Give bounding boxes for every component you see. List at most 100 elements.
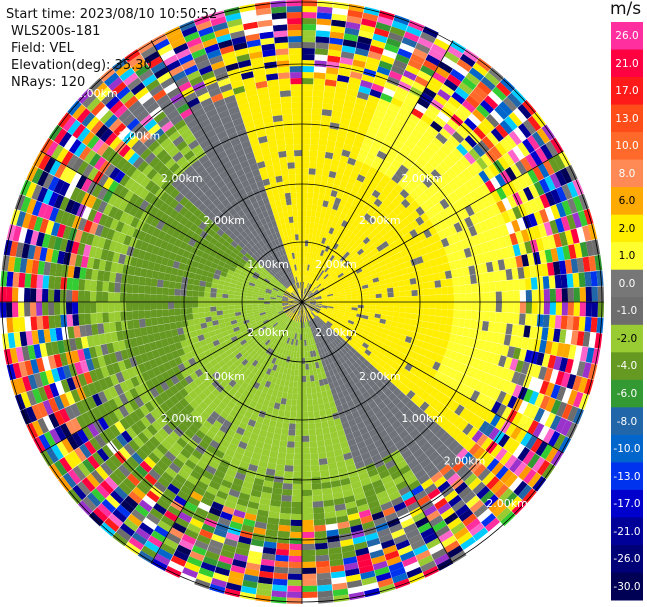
radar-gate [279, 312, 286, 317]
radar-gate [302, 30, 316, 37]
radar-gate [521, 254, 530, 267]
radar-gate [86, 195, 97, 209]
radar-gate [324, 313, 331, 318]
radar-gate [360, 332, 368, 339]
radar-gate [365, 275, 373, 281]
radar-gate [30, 302, 37, 317]
radar-gate [201, 270, 209, 277]
radar-gate [51, 368, 61, 383]
radar-gate [334, 300, 340, 302]
radar-gate [388, 561, 404, 572]
radar-gate [540, 144, 553, 160]
radar-gate [332, 276, 339, 282]
radar-gate [215, 384, 225, 393]
radar-gate [439, 431, 451, 444]
radar-gate [460, 258, 469, 268]
radar-gate [357, 271, 365, 277]
radar-gate [164, 388, 175, 399]
radar-gate [427, 343, 436, 352]
radar-gate [579, 346, 589, 362]
radar-gate [543, 367, 554, 382]
radar-gate [108, 352, 118, 364]
radar-gate [188, 390, 198, 400]
radar-gate [55, 263, 63, 277]
radar-gate [302, 185, 308, 193]
radar-gate [392, 225, 401, 234]
radar-gate [216, 560, 232, 571]
radar-gate [410, 129, 423, 140]
radar-gate [174, 238, 183, 248]
radar-gate [330, 221, 337, 229]
radar-gate [510, 163, 522, 178]
radar-gate [42, 189, 54, 205]
radar-gate [160, 413, 172, 424]
radar-gate [467, 113, 482, 127]
radar-gate [494, 105, 509, 120]
radar-gate [325, 371, 331, 378]
radar-gate [54, 460, 68, 476]
radar-gate [318, 361, 323, 368]
radar-gate [76, 481, 91, 496]
radar-gate [293, 314, 297, 321]
radar-gate [395, 480, 408, 491]
radar-gate [401, 217, 411, 227]
radar-gate [296, 303, 301, 308]
radar-gate [361, 314, 369, 320]
radar-gate [391, 528, 406, 539]
radar-gate [333, 448, 343, 457]
radar-gate [323, 402, 331, 410]
radar-gate [211, 379, 220, 389]
radar-gate [295, 315, 299, 322]
radar-gate [332, 203, 340, 211]
radar-gate [327, 328, 334, 335]
radar-gate [307, 198, 313, 205]
radar-gate [302, 137, 311, 145]
radar-gate [402, 434, 413, 445]
radar-gate [469, 90, 484, 104]
radar-gate [90, 469, 105, 484]
radar-gate [553, 356, 563, 371]
radar-gate [437, 502, 452, 515]
radar-gate [233, 432, 243, 441]
radar-gate [314, 524, 326, 532]
radar-gate [283, 306, 289, 310]
radar-gate [329, 234, 336, 242]
radar-gate [485, 385, 496, 398]
radar-gate [513, 480, 528, 496]
radar-gate [429, 378, 439, 388]
radar-gate [302, 303, 306, 310]
radar-gate [325, 276, 332, 282]
radar-gate [324, 358, 330, 366]
radar-gate [491, 260, 500, 272]
radar-gate [347, 247, 355, 254]
radar-gate [498, 488, 514, 503]
radar-gate [131, 509, 146, 523]
radar-gate [435, 132, 448, 145]
radar-gate [304, 276, 306, 283]
radar-gate [247, 347, 254, 355]
radar-gate [47, 235, 57, 250]
radar-gate [54, 276, 62, 290]
radar-gate [220, 439, 231, 449]
radar-gate [396, 203, 406, 213]
radar-gate [401, 208, 411, 218]
radar-gate [92, 393, 103, 407]
radar-gate [555, 417, 567, 434]
radar-gate [67, 469, 82, 485]
radar-gate [187, 523, 202, 534]
radar-gate [476, 104, 490, 118]
radar-gate [358, 386, 367, 395]
radar-gate [107, 193, 119, 206]
radar-gate [360, 515, 374, 525]
radar-gate [439, 160, 451, 172]
radar-gate [216, 293, 223, 298]
radar-gate [184, 394, 194, 404]
radar-gate [321, 296, 328, 299]
radar-gate [350, 312, 357, 317]
radar-gate [475, 273, 483, 284]
radar-gate [75, 414, 88, 429]
radar-gate [67, 326, 75, 339]
radar-gate [572, 375, 583, 392]
radar-gate [320, 319, 326, 325]
radar-gate [247, 438, 257, 447]
